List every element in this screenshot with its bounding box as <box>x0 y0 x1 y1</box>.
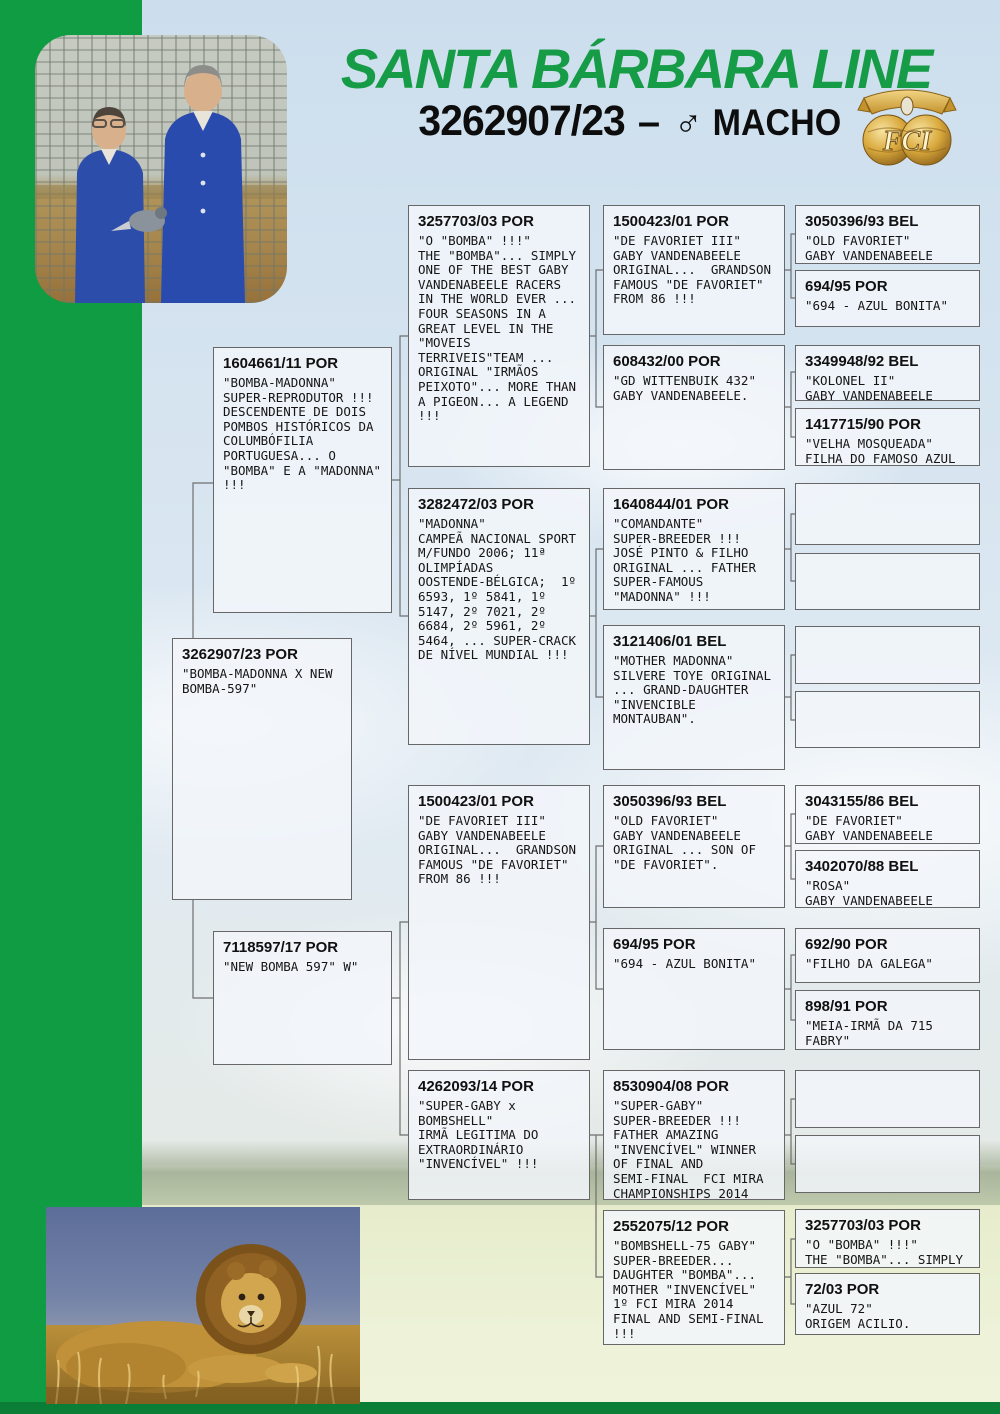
box-g4-4: 1417715/90 POR "VELHA MOSQUEADA" FILHA D… <box>795 408 980 466</box>
ring-id: 8530904/08 POR <box>613 1078 729 1095</box>
box-g4-10: 3402070/88 BEL "ROSA" GABY VANDENABEELE <box>795 850 980 908</box>
male-icon: ♂ <box>674 102 703 144</box>
fci-logo-icon: FCI <box>857 89 957 166</box>
box-fmf: 1640844/01 POR "COMANDANTE" SUPER-BREEDE… <box>603 488 785 610</box>
pigeon-description: "BOMBA-MADONNA X NEW BOMBA-597" <box>182 666 333 696</box>
box-ffm: 608432/00 POR "GD WITTENBUIK 432" GABY V… <box>603 345 785 470</box>
box-g4-empty-6 <box>795 1135 980 1193</box>
ring-id: 3050396/93 BEL <box>613 793 727 810</box>
box-mmf: 8530904/08 POR "SUPER-GABY" SUPER-BREEDE… <box>603 1070 785 1200</box>
box-fff: 1500423/01 POR "DE FAVORIET III" GABY VA… <box>603 205 785 335</box>
box-father: 1604661/11 POR "BOMBA-MADONNA" SUPER-REP… <box>213 347 392 613</box>
box-fm-granddam: 3282472/03 POR "MADONNA" CAMPEÃ NACIONAL… <box>408 488 590 745</box>
ring-id: 7118597/17 POR <box>223 939 339 956</box>
breeders-illustration <box>35 65 287 303</box>
ring-id: 3043155/86 BEL <box>805 793 919 810</box>
box-g4-empty-2 <box>795 553 980 610</box>
ring-id: 694/95 POR <box>613 936 696 953</box>
pigeon-description: "O "BOMBA" !!!" THE "BOMBA"... SIMPLY ON… <box>418 233 577 424</box>
ring-id: 1417715/90 POR <box>805 416 921 433</box>
ring-id: 694/95 POR <box>805 278 888 295</box>
ring-id: 1500423/01 POR <box>613 213 729 230</box>
box-g4-empty-1 <box>795 483 980 545</box>
box-mfm: 694/95 POR "694 - AZUL BONITA" <box>603 928 785 1050</box>
box-g4-3: 3349948/92 BEL "KOLONEL II" GABY VANDENA… <box>795 345 980 403</box>
box-g4-2: 694/95 POR "694 - AZUL BONITA" <box>795 270 980 327</box>
ring-id: 1604661/11 POR <box>223 355 339 372</box>
ring-id: 692/90 POR <box>805 936 888 953</box>
pigeon-description: "MOTHER MADONNA" SILVERE TOYE ORIGINAL .… <box>613 653 772 727</box>
pigeon-description: "SUPER-GABY x BOMBSHELL" IRMÃ LEGITIMA D… <box>418 1098 539 1172</box>
box-g4-12: 898/91 POR "MEIA-IRMÃ DA 715 FABRY" <box>795 990 980 1050</box>
pigeon-description: "DE FAVORIET III" GABY VANDENABEELE ORIG… <box>613 233 772 307</box>
ring-id: 3282472/03 POR <box>418 496 534 513</box>
box-ff-grandsire: 3257703/03 POR "O "BOMBA" !!!" THE "BOMB… <box>408 205 590 467</box>
box-mf-grandsire: 1500423/01 POR "DE FAVORIET III" GABY VA… <box>408 785 590 1060</box>
pigeon-description: "SUPER-GABY" SUPER-BREEDER !!! FATHER AM… <box>613 1098 764 1201</box>
green-bottom-strip <box>0 1402 1000 1414</box>
box-g4-1: 3050396/93 BEL "OLD FAVORIET" GABY VANDE… <box>795 205 980 264</box>
pigeon-description: "ROSA" GABY VANDENABEELE <box>805 878 933 908</box>
pigeon-description: "DE FAVORIET III" GABY VANDENABEELE ORIG… <box>418 813 577 887</box>
ring-id: 3257703/03 POR <box>418 213 534 230</box>
pigeon-description: "DE FAVORIET" GABY VANDENABEELE <box>805 813 933 843</box>
pigeon-description: "FILHO DA GALEGA" <box>805 956 933 971</box>
lion-illustration <box>46 1207 360 1404</box>
pigeon-description: "NEW BOMBA 597" W" <box>223 959 359 974</box>
box-mother: 7118597/17 POR "NEW BOMBA 597" W" <box>213 931 392 1065</box>
ring-id: 72/03 POR <box>805 1281 880 1298</box>
ring-id: 3262907/23 POR <box>182 646 298 663</box>
box-mff: 3050396/93 BEL "OLD FAVORIET" GABY VANDE… <box>603 785 785 908</box>
breeders-photo <box>35 35 287 303</box>
box-mm-granddam: 4262093/14 POR "SUPER-GABY x BOMBSHELL" … <box>408 1070 590 1200</box>
page-title: SANTA BÁRBARA LINE <box>340 37 933 100</box>
pigeon-description: "MEIA-IRMÃ DA 715 FABRY" <box>805 1018 933 1048</box>
lion-photo <box>46 1207 360 1404</box>
fci-logo: FCI <box>856 84 958 172</box>
pigeon-description: "AZUL 72" ORIGEM ACILIO. <box>805 1301 911 1331</box>
pigeon-description: "O "BOMBA" !!!" THE "BOMBA"... SIMPLY <box>805 1237 964 1267</box>
pigeon-description: "OLD FAVORIET" GABY VANDENABEELE <box>805 233 933 263</box>
ring-number: 3262907/23 <box>418 97 625 145</box>
pigeon-description: "KOLONEL II" GABY VANDENABEELE <box>805 373 933 403</box>
pigeon-description: "VELHA MOSQUEADA" FILHA DO FAMOSO AZUL <box>805 436 956 466</box>
pigeon-description: "OLD FAVORIET" GABY VANDENABEELE ORIGINA… <box>613 813 756 872</box>
pigeon-description: "GD WITTENBUIK 432" GABY VANDENABEELE. <box>613 373 756 403</box>
ring-id: 3402070/88 BEL <box>805 858 919 875</box>
box-g4-empty-3 <box>795 626 980 684</box>
ring-id: 2552075/12 POR <box>613 1218 729 1235</box>
box-subject: 3262907/23 POR "BOMBA-MADONNA X NEW BOMB… <box>172 638 352 900</box>
ring-id: 608432/00 POR <box>613 353 721 370</box>
ring-id: 3121406/01 BEL <box>613 633 727 650</box>
box-g4-11: 692/90 POR "FILHO DA GALEGA" <box>795 928 980 983</box>
pigeon-description: "BOMBSHELL-75 GABY" SUPER-BREEDER... DAU… <box>613 1238 764 1341</box>
ring-id: 3050396/93 BEL <box>805 213 919 230</box>
ring-id: 1640844/01 POR <box>613 496 729 513</box>
box-g4-empty-4 <box>795 691 980 748</box>
dash-separator: – <box>637 100 661 144</box>
pigeon-description: "COMANDANTE" SUPER-BREEDER !!! JOSÉ PINT… <box>613 516 756 604</box>
ring-id: 4262093/14 POR <box>418 1078 534 1095</box>
ring-id: 1500423/01 POR <box>418 793 534 810</box>
ring-and-sex: 3262907/23– ♂ MACHO <box>322 97 937 146</box>
pigeon-description: "MADONNA" CAMPEÃ NACIONAL SPORT M/FUNDO … <box>418 516 577 663</box>
sex-label: MACHO <box>712 102 841 143</box>
svg-text:FCI: FCI <box>882 126 932 157</box>
box-g4-15: 3257703/03 POR "O "BOMBA" !!!" THE "BOMB… <box>795 1209 980 1268</box>
box-fmm: 3121406/01 BEL "MOTHER MADONNA" SILVERE … <box>603 625 785 770</box>
box-g4-16: 72/03 POR "AZUL 72" ORIGEM ACILIO. <box>795 1273 980 1335</box>
pigeon-description: "694 - AZUL BONITA" <box>805 298 948 313</box>
box-mmm: 2552075/12 POR "BOMBSHELL-75 GABY" SUPER… <box>603 1210 785 1345</box>
ring-id: 898/91 POR <box>805 998 888 1015</box>
ring-id: 3349948/92 BEL <box>805 353 919 370</box>
box-g4-9: 3043155/86 BEL "DE FAVORIET" GABY VANDEN… <box>795 785 980 844</box>
pigeon-description: "694 - AZUL BONITA" <box>613 956 756 971</box>
pigeon-description: "BOMBA-MADONNA" SUPER-REPRODUTOR !!! DES… <box>223 375 382 493</box>
box-g4-empty-5 <box>795 1070 980 1128</box>
ring-id: 3257703/03 POR <box>805 1217 921 1234</box>
